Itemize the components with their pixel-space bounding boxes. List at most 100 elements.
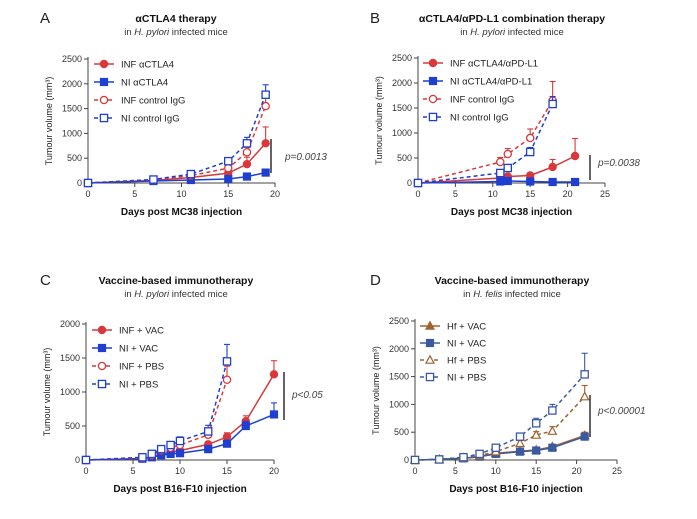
data-point (242, 172, 252, 181)
series-3 (83, 95, 270, 188)
y-tick-label: 0 (77, 178, 82, 188)
subtitle-prefix: in (124, 289, 134, 300)
legend-marker (99, 95, 109, 105)
legend-marker (425, 372, 435, 382)
subtitle-species: H. pylori (134, 27, 170, 38)
legend-label: NI + PBS (119, 380, 158, 391)
y-tick-label: 2000 (392, 78, 412, 88)
data-point (261, 101, 270, 111)
series-line (87, 94, 267, 184)
y-tick-label: 0 (75, 455, 80, 465)
data-point (241, 421, 250, 431)
legend-label: NI + PBS (447, 373, 486, 384)
legend-marker (97, 361, 107, 371)
data-point (269, 410, 279, 419)
data-point (138, 453, 147, 462)
x-tick-label: 15 (222, 466, 232, 476)
legend-label: Hf + PBS (447, 356, 486, 367)
legend-label: INF + PBS (119, 362, 164, 373)
series-4 (81, 343, 232, 465)
x-tick-label: 15 (223, 189, 233, 199)
legend: Hf + VAC NI + VAC Hf + PBS NI + PBS (420, 320, 486, 384)
subtitle-species: H. pylori (470, 27, 506, 38)
data-point (269, 370, 279, 379)
legend-label: Hf + VAC (447, 322, 486, 333)
chart-title: αCTLA4/αPD-L1 combination therapy (419, 13, 605, 25)
data-point (203, 427, 213, 436)
chart-subtitle: in H. pylori infected mice (460, 27, 564, 38)
legend-marker (428, 76, 438, 86)
legend: INF αCTLA4/αPD-L1 NI αCTLA4/αPD-L1 INF con… (423, 59, 538, 124)
data-point (548, 162, 557, 172)
data-point (525, 133, 535, 143)
data-point (149, 175, 158, 184)
data-point (261, 168, 270, 177)
x-tick-label: 10 (491, 466, 501, 476)
data-point (531, 429, 542, 439)
data-point (223, 156, 233, 166)
data-point (175, 449, 185, 458)
data-point (503, 176, 512, 186)
y-tick-label: 2000 (60, 319, 80, 329)
legend-label: INF αCTLA4 (121, 60, 174, 71)
y-tick-label: 1000 (60, 387, 80, 397)
data-point (503, 149, 513, 159)
subtitle-suffix: infected mice (169, 27, 228, 38)
data-point (570, 151, 580, 161)
data-point (579, 391, 590, 401)
series-line (414, 396, 586, 461)
legend-label: INF + VAC (119, 326, 164, 337)
data-point (204, 445, 213, 454)
data-point (496, 177, 505, 186)
legend-label: NI control IgG (121, 114, 180, 125)
x-tick-label: 0 (83, 466, 88, 476)
data-point (548, 406, 557, 415)
data-point (261, 139, 270, 148)
data-point (570, 177, 580, 187)
y-tick-label: 500 (394, 427, 409, 437)
data-point (547, 425, 558, 435)
y-tick-label: 2500 (392, 53, 412, 63)
data-point (81, 455, 91, 465)
data-point (548, 177, 557, 187)
x-axis-label: Days post MC38 injection (121, 207, 242, 218)
legend-label: INF αCTLA4/αPD-L1 (450, 59, 538, 70)
data-point (242, 159, 252, 169)
x-axis-label: Days post MC38 injection (451, 207, 572, 218)
data-point (222, 439, 232, 448)
panel-letter: A (40, 10, 50, 27)
data-point (224, 174, 233, 184)
data-point (222, 375, 232, 385)
x-tick-label: 20 (269, 466, 279, 476)
p-value: p=0.0013 (284, 152, 327, 163)
data-point (175, 436, 185, 446)
series-2 (81, 402, 279, 465)
data-point (580, 432, 589, 441)
chart-title: αCTLA4 therapy (135, 13, 216, 25)
data-point (580, 370, 589, 379)
data-point (475, 449, 484, 459)
data-point (83, 178, 93, 188)
data-point (147, 449, 157, 459)
panel-letter: D (370, 272, 381, 289)
y-tick-label: 500 (67, 153, 82, 163)
chart-subtitle: in H. pylori infected mice (124, 27, 228, 38)
series-line (87, 171, 266, 184)
x-tick-label: 20 (563, 189, 573, 199)
chart-subtitle: in H. pylori infected mice (124, 289, 228, 300)
subtitle-species: H. pylori (134, 289, 170, 300)
legend-marker (99, 59, 109, 69)
panel-letter: C (40, 272, 51, 289)
legend-marker (428, 112, 438, 122)
y-tick-label: 1500 (62, 104, 82, 114)
p-value: p<0.05 (291, 390, 323, 401)
x-tick-label: 0 (412, 466, 417, 476)
x-tick-label: 20 (270, 189, 280, 199)
legend-marker (424, 354, 436, 364)
subtitle-species: H. felis (473, 289, 502, 300)
y-tick-label: 1000 (62, 128, 82, 138)
legend-marker (99, 113, 109, 123)
legend-marker (428, 58, 438, 68)
